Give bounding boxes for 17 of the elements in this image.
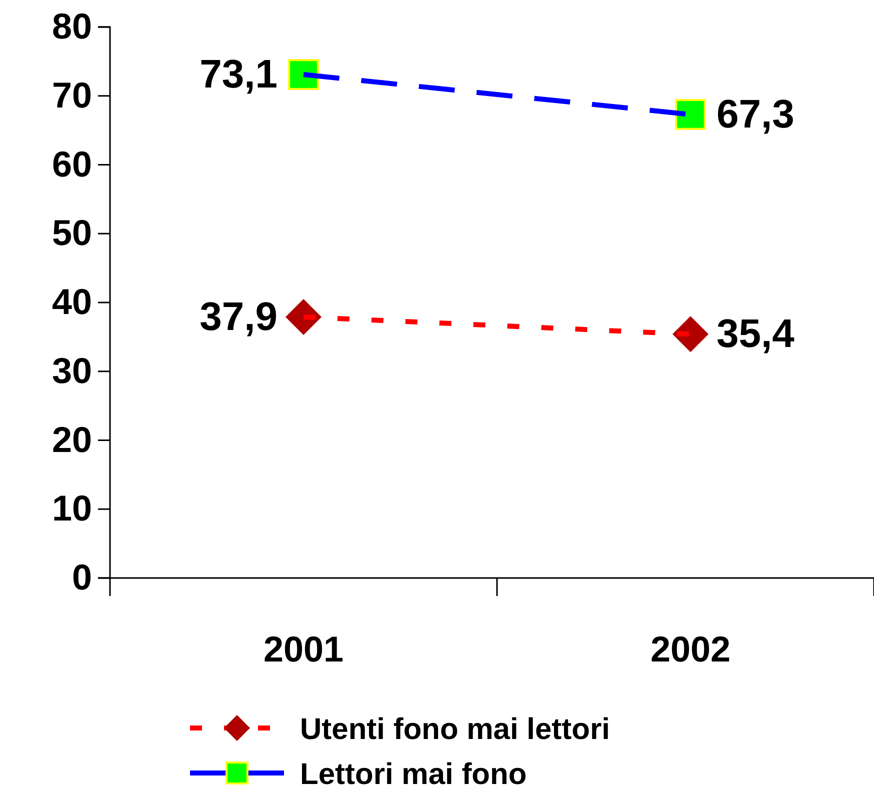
data-label: 37,9 [200, 294, 278, 339]
y-tick-label: 20 [52, 418, 92, 460]
y-tick-label: 80 [52, 6, 92, 47]
y-tick-label: 30 [52, 350, 92, 391]
legend-label: Utenti fono mai lettori [300, 713, 610, 746]
y-tick-label: 10 [52, 488, 92, 529]
y-tick-label: 70 [52, 74, 92, 116]
x-tick-label: 2002 [650, 628, 731, 670]
legend-label: Lettori mai fono [300, 758, 527, 789]
y-tick-label: 40 [52, 281, 92, 322]
data-label: 73,1 [200, 52, 278, 97]
y-tick-label: 0 [72, 556, 92, 598]
data-label: 35,4 [716, 312, 796, 356]
y-tick-label: 60 [52, 143, 92, 184]
x-tick-label: 2001 [263, 628, 344, 670]
y-tick-label: 50 [52, 212, 92, 254]
data-label: 67,3 [716, 92, 794, 136]
